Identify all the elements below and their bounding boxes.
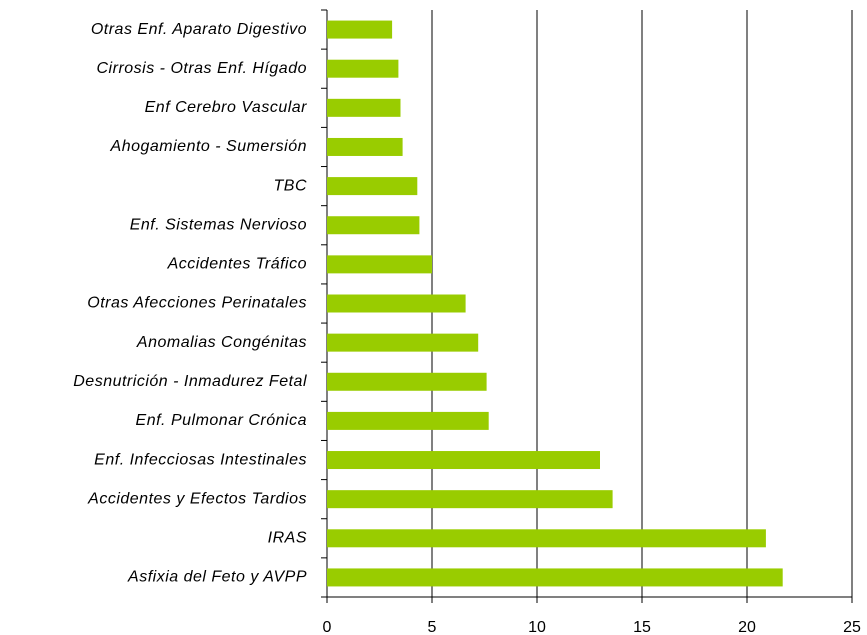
- y-tick-label: Anomalias Congénitas: [136, 334, 307, 351]
- y-tick-label: IRAS: [268, 530, 307, 547]
- bar: [327, 529, 766, 548]
- bar: [327, 568, 783, 587]
- bar: [327, 59, 399, 78]
- bar: [327, 216, 420, 235]
- y-tick-label: Otras Enf. Aparato Digestivo: [91, 21, 307, 38]
- x-tick-label: 20: [738, 619, 756, 635]
- x-tick-label: 5: [428, 619, 437, 635]
- bar: [327, 177, 418, 196]
- y-tick-label: Desnutrición - Inmadurez Fetal: [73, 373, 307, 390]
- y-tick-label: Accidentes y Efectos Tardios: [87, 490, 307, 507]
- bar: [327, 372, 487, 391]
- y-tick-label: Enf Cerebro Vascular: [145, 99, 308, 116]
- bar: [327, 20, 393, 39]
- bar: [327, 451, 600, 470]
- y-tick-label: TBC: [274, 177, 308, 194]
- bar: [327, 333, 479, 352]
- x-tick-label: 10: [528, 619, 546, 635]
- y-tick-label: Asfixia del Feto y AVPP: [127, 569, 307, 586]
- bar: [327, 137, 403, 156]
- y-tick-label: Enf. Pulmonar Crónica: [136, 412, 307, 429]
- bar: [327, 98, 401, 117]
- x-tick-label: 25: [843, 619, 861, 635]
- y-tick-label: Enf. Sistemas Nervioso: [130, 216, 307, 233]
- bar: [327, 411, 489, 430]
- x-tick-label: 15: [633, 619, 651, 635]
- y-tick-label: Ahogamiento - Sumersión: [110, 138, 307, 155]
- y-tick-label: Cirrosis - Otras Enf. Hígado: [97, 60, 308, 77]
- y-tick-label: Accidentes Tráfico: [167, 256, 307, 273]
- y-tick-label: Otras Afecciones Perinatales: [87, 295, 307, 312]
- bar: [327, 255, 432, 274]
- bar: [327, 294, 466, 313]
- y-tick-label: Enf. Infecciosas Intestinales: [94, 451, 307, 468]
- bar: [327, 490, 613, 509]
- x-tick-label: 0: [323, 619, 332, 635]
